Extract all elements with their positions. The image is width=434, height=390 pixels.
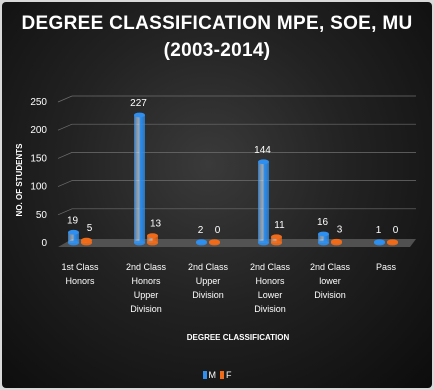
chart-floor bbox=[58, 239, 416, 247]
category-label-1: 2nd Class Honors Upper Division bbox=[126, 262, 167, 314]
bar-m-4 bbox=[318, 233, 329, 243]
gridline bbox=[57, 208, 416, 216]
chart-title-line-2: (2003-2014) bbox=[163, 40, 271, 61]
bar-cap-m-4 bbox=[318, 231, 329, 237]
data-label-m-3: 144 bbox=[254, 145, 271, 156]
bar-m-0 bbox=[68, 232, 79, 243]
data-label-f-0: 5 bbox=[87, 223, 93, 234]
legend-item-f: F bbox=[220, 370, 232, 380]
y-tick-label: 0 bbox=[41, 238, 47, 249]
gridlines bbox=[57, 95, 416, 216]
gridline bbox=[57, 95, 416, 103]
bar-base-m-4 bbox=[318, 240, 329, 246]
floor-plane bbox=[58, 239, 416, 247]
y-tick-label: 50 bbox=[36, 210, 48, 221]
bar-cap-m-0 bbox=[68, 229, 79, 235]
bar-m-3 bbox=[258, 161, 269, 243]
bar-cap-f-3 bbox=[271, 234, 282, 240]
y-axis-title: NO. OF STUDENTS bbox=[15, 143, 24, 217]
category-label-2: 2nd Class Upper Division bbox=[188, 262, 229, 300]
bar-base-m-0 bbox=[68, 240, 79, 246]
y-tick-label: 250 bbox=[30, 97, 47, 108]
bars bbox=[68, 112, 398, 246]
bar-f-1 bbox=[147, 235, 158, 243]
x-axis-categories: 1st Class Honors 2nd Class Honors Upper Divis… bbox=[61, 262, 396, 314]
data-label-f-1: 13 bbox=[150, 219, 162, 230]
y-tick-label: 100 bbox=[30, 182, 47, 193]
category-label-0: 1st Class Honors bbox=[61, 262, 99, 286]
y-tick-label: 200 bbox=[30, 125, 47, 136]
bar-base-f-3 bbox=[271, 240, 282, 246]
bar-base-m-5 bbox=[374, 240, 385, 246]
category-label-5: Pass bbox=[376, 262, 397, 272]
y-axis-ticks: 0 50 100 150 200 250 bbox=[30, 97, 47, 249]
gridline bbox=[57, 180, 416, 187]
bar-base-f-2 bbox=[209, 240, 220, 246]
data-label-m-1: 227 bbox=[130, 98, 147, 109]
legend-swatch bbox=[220, 371, 224, 379]
chart-title: DEGREE CLASSIFICATION MPE, SOE, MU (2003… bbox=[0, 10, 434, 64]
bar-cap-m-3 bbox=[258, 159, 269, 165]
bar-cap-m-1 bbox=[134, 112, 145, 118]
legend-label: M bbox=[208, 370, 217, 380]
data-label-f-5: 0 bbox=[393, 225, 399, 236]
category-label-4: 2nd Class lower Division bbox=[310, 262, 351, 300]
chart-title-line-1: DEGREE CLASSIFICATION MPE, SOE, MU bbox=[21, 13, 413, 34]
data-label-f-4: 3 bbox=[337, 224, 343, 235]
data-label-m-5: 1 bbox=[376, 225, 382, 236]
category-label-3: 2nd Class Honors Lower Division bbox=[250, 262, 291, 314]
data-label-m-0: 19 bbox=[67, 215, 79, 226]
bar-base-m-3 bbox=[258, 240, 269, 246]
legend-item-m: M bbox=[202, 370, 217, 380]
legend-label: F bbox=[226, 370, 232, 380]
bar-base-f-5 bbox=[387, 240, 398, 246]
bar-base-f-4 bbox=[331, 240, 342, 246]
data-label-f-2: 0 bbox=[215, 225, 221, 236]
data-label-m-4: 16 bbox=[317, 217, 329, 228]
gridline bbox=[57, 152, 416, 159]
x-axis-title: DEGREE CLASSIFICATION bbox=[187, 333, 290, 342]
bar-base-m-2 bbox=[196, 240, 207, 246]
bar-base-m-1 bbox=[134, 240, 145, 246]
data-label-f-3: 11 bbox=[274, 220, 285, 231]
gridline bbox=[57, 123, 416, 131]
bar-base-f-0 bbox=[81, 240, 92, 246]
data-label-m-2: 2 bbox=[198, 225, 204, 236]
bar-m-1 bbox=[134, 114, 145, 243]
y-tick-label: 150 bbox=[30, 153, 47, 164]
bar-f-3 bbox=[271, 236, 282, 243]
bar-cap-f-1 bbox=[147, 233, 158, 239]
legend-swatch bbox=[202, 371, 207, 379]
bar-base-f-1 bbox=[147, 240, 158, 246]
